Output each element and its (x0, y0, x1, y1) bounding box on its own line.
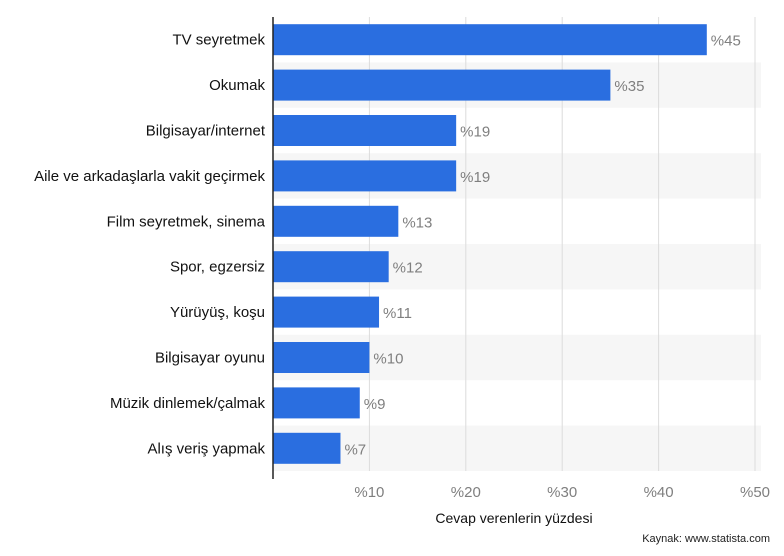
category-label: Müzik dinlemek/çalmak (110, 395, 266, 412)
category-label: Yürüyüş, koşu (170, 304, 265, 321)
x-axis-title: Cevap verenlerin yüzdesi (435, 510, 592, 526)
category-label: Film seyretmek, sinema (107, 213, 266, 230)
value-label: %45 (711, 33, 741, 50)
bar (273, 205, 399, 237)
value-label: %9 (364, 396, 386, 413)
value-label: %10 (373, 351, 403, 368)
source-note: Kaynak: www.statista.com (642, 533, 770, 545)
category-label: Okumak (209, 77, 265, 94)
row-band (273, 425, 761, 471)
bar (273, 432, 341, 464)
value-label: %19 (460, 124, 490, 141)
bar (273, 251, 389, 283)
x-tick-label: %50 (740, 484, 770, 501)
bar (273, 387, 360, 419)
value-label: %11 (383, 305, 412, 322)
x-tick-label: %20 (451, 484, 481, 501)
bar (273, 24, 707, 56)
value-label: %7 (344, 441, 366, 458)
value-label: %35 (614, 78, 644, 95)
bar (273, 69, 611, 101)
value-label: %12 (393, 260, 423, 277)
bar (273, 115, 457, 146)
category-label: Bilgisayar/internet (146, 123, 266, 140)
x-tick-label: %40 (644, 484, 674, 501)
bar (273, 342, 370, 373)
category-label: Bilgisayar oyunu (155, 350, 265, 367)
category-label: TV seyretmek (172, 32, 265, 49)
value-label: %19 (460, 169, 490, 186)
value-label: %13 (402, 214, 432, 231)
category-label: Aile ve arkadaşlarla vakit geçirmek (34, 168, 265, 185)
x-tick-label: %10 (354, 484, 384, 501)
bar (273, 160, 457, 192)
x-tick-label: %30 (547, 484, 577, 501)
category-label: Spor, egzersiz (170, 259, 265, 276)
category-label: Alış veriş yapmak (147, 440, 265, 457)
bar (273, 296, 380, 328)
